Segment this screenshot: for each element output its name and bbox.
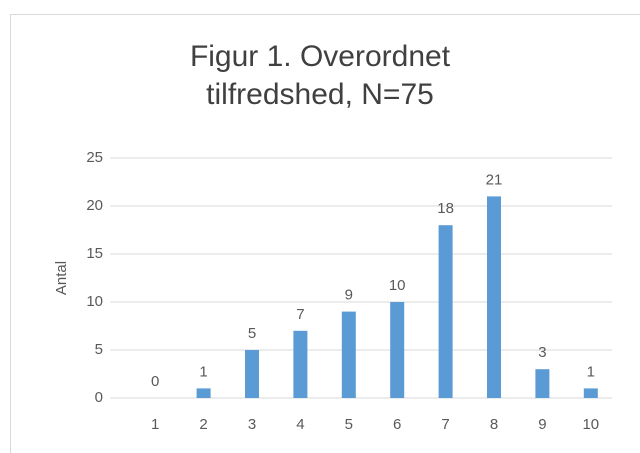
x-tick-label: 6 [393,416,401,433]
x-tick-label: 4 [296,416,304,433]
x-tick-label: 10 [582,416,599,433]
y-tick-label: 0 [95,389,103,406]
data-label: 7 [296,306,304,323]
bar [245,350,259,398]
bar [390,302,405,398]
data-label: 10 [389,277,406,294]
data-label: 1 [587,363,595,380]
bar [583,388,598,398]
x-tick-label: 7 [441,416,449,433]
data-label: 9 [345,287,353,304]
x-tick-label: 8 [490,416,498,433]
x-tick-label: 9 [538,416,546,433]
y-tick-label: 5 [95,341,103,358]
y-tick-label: 10 [86,293,103,310]
data-label: 5 [248,325,256,342]
data-label: 18 [437,200,454,217]
data-label: 3 [538,344,546,361]
bar [535,369,550,398]
y-tick-label: 20 [86,197,103,214]
x-tick-label: 1 [151,416,159,433]
bar [196,388,211,398]
bar [293,330,308,398]
data-label: 1 [199,363,207,380]
chart-title: Figur 1. Overordnet tilfredshed, N=75 [189,40,451,111]
x-tick-label: 3 [248,416,256,433]
bar [341,311,356,398]
chart-border [10,14,640,453]
bar [487,196,501,398]
y-axis-label: Antal [53,261,70,295]
x-tick-label: 2 [199,416,207,433]
y-tick-label: 15 [86,245,103,262]
y-tick-label: 25 [86,149,103,166]
bar [438,225,453,398]
data-label: 21 [486,171,503,188]
x-tick-label: 5 [345,416,353,433]
data-label: 0 [151,373,159,390]
